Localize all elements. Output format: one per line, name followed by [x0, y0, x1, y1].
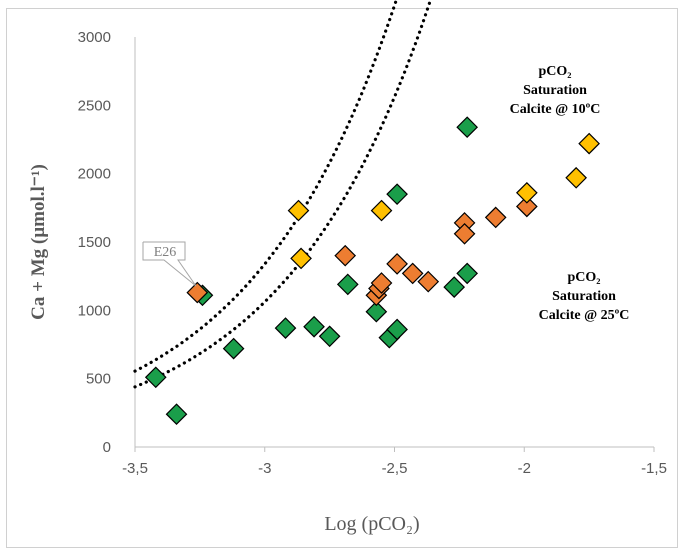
curve-25-annotation: pCO₂ Saturation Calcite @ 25ºC: [539, 270, 630, 323]
x-tick-label: -1,5: [641, 460, 667, 477]
y-axis-title: Ca + Mg (µmol.l⁻¹): [28, 164, 49, 320]
yellow-point: [578, 132, 600, 155]
y-tick-label: 1500: [78, 234, 111, 251]
orange-point: [386, 253, 408, 275]
green-point: [386, 318, 408, 341]
orange-point: [417, 270, 440, 293]
curve-10-annotation: pCO₂ Saturation Calcite @ 10ºC: [510, 64, 601, 117]
y-tick-label: 1000: [78, 302, 111, 319]
e26-callout-label: E26: [154, 245, 177, 260]
data-points: [144, 116, 600, 426]
yellow-point: [287, 199, 310, 222]
x-axis-title: Log (pCO₂): [324, 513, 419, 535]
yellow-point: [290, 247, 312, 270]
orange-point: [453, 222, 476, 245]
orange-point: [186, 281, 209, 304]
yellow-point: [515, 181, 538, 204]
green-point: [456, 116, 479, 139]
y-tick-label: 3000: [78, 29, 111, 46]
curve-25c: [133, 0, 433, 389]
curve-25-annotation-line2: Saturation: [552, 289, 616, 304]
curve-10-annotation-line2: Saturation: [523, 83, 587, 98]
y-tick-label: 2000: [78, 166, 111, 183]
curve-10-annotation-line1: pCO₂: [539, 64, 572, 79]
orange-point: [515, 195, 538, 218]
yellow-point: [370, 199, 393, 222]
e26-callout: E26: [142, 241, 197, 287]
chart-frame: [6, 8, 678, 548]
x-tick-label: -3,5: [122, 460, 148, 477]
saturation-curves: [133, 0, 433, 389]
green-point: [456, 262, 479, 285]
e26-callout-box: [142, 241, 197, 287]
x-tick-label: -2,5: [382, 460, 408, 477]
y-tick-label: 2500: [78, 97, 111, 114]
green-point: [443, 276, 466, 298]
green-point: [303, 315, 325, 338]
green-point: [144, 366, 167, 389]
curve-25-annotation-line3: Calcite @ 25ºC: [539, 308, 630, 323]
y-tick-label: 500: [86, 371, 111, 388]
green-point: [274, 317, 297, 339]
y-tick-label: 0: [103, 439, 111, 456]
x-tick-label: -3: [258, 460, 271, 477]
axes: -3,5 -3 -2,5 -2 -1,5 0 500 1000 1500 2000 2500 3000: [78, 29, 667, 477]
curve-10-annotation-line3: Calcite @ 10ºC: [510, 102, 601, 117]
orange-point: [370, 272, 393, 294]
orange-point: [484, 206, 507, 229]
yellow-point: [565, 166, 587, 189]
orange-point: [334, 244, 357, 267]
green-point: [336, 273, 359, 296]
green-point: [222, 337, 245, 360]
x-tick-label: -2: [518, 460, 531, 477]
green-point: [365, 300, 388, 323]
green-point: [165, 403, 188, 426]
curve-25-annotation-line1: pCO₂: [568, 270, 601, 285]
green-point: [318, 325, 341, 348]
green-point: [386, 183, 408, 206]
orange-point: [401, 262, 424, 285]
